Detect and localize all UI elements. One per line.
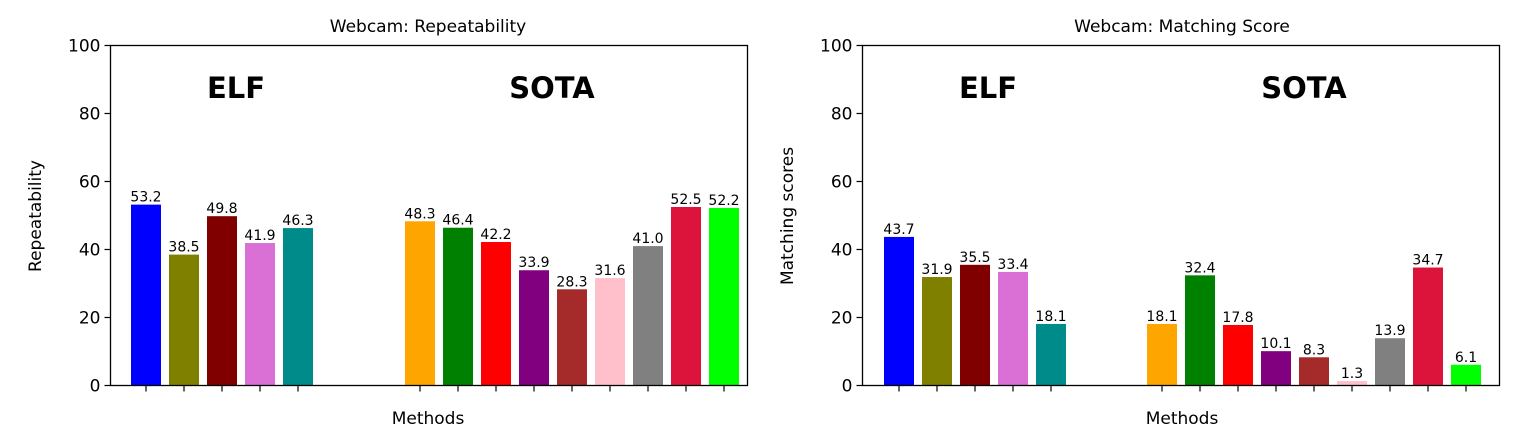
data-label: 52.5 (670, 192, 701, 208)
data-label: 33.4 (997, 257, 1028, 273)
repeatability-chart-panel: Webcam: Repeatability Repeatability Meth… (26, 17, 749, 429)
bar (1185, 275, 1215, 386)
data-label: 52.2 (708, 193, 739, 209)
bar (922, 277, 952, 386)
data-label: 41.9 (244, 228, 275, 244)
data-label: 31.6 (594, 263, 625, 279)
y-ticks: 0 20 40 60 80 100 (68, 37, 111, 397)
bar (633, 246, 663, 386)
chart-title: Webcam: Matching Score (1074, 17, 1290, 37)
data-label: 48.3 (404, 206, 435, 222)
bars (131, 204, 739, 386)
y-tick-label: 0 (842, 377, 853, 397)
data-label: 10.1 (1260, 336, 1291, 352)
data-label: 38.5 (168, 240, 199, 256)
data-label: 33.9 (518, 255, 549, 271)
y-tick-label: 60 (79, 173, 101, 193)
bars (884, 236, 1481, 386)
y-tick-label: 80 (831, 105, 853, 125)
bar (519, 270, 549, 386)
bar (1299, 357, 1329, 386)
bar (1036, 323, 1066, 386)
y-tick-label: 20 (79, 309, 101, 329)
data-label: 18.1 (1035, 309, 1066, 325)
data-label: 31.9 (921, 262, 952, 278)
data-label: 46.4 (442, 213, 473, 229)
bar (1375, 338, 1405, 386)
data-label: 41.0 (632, 231, 663, 247)
value-labels: 53.2 38.5 49.8 41.9 46.3 48.3 46.4 42.2 33.9 28.3… (130, 190, 739, 291)
data-label: 53.2 (130, 190, 161, 206)
x-ticks (898, 385, 1467, 392)
bar (671, 207, 701, 386)
data-label: 34.7 (1412, 253, 1443, 269)
bar (405, 221, 435, 386)
data-label: 6.1 (1455, 350, 1477, 366)
matching-score-chart-panel: Webcam: Matching Score Matching scores M… (778, 17, 1501, 429)
bar (1413, 267, 1443, 386)
y-tick-label: 80 (79, 105, 101, 125)
x-axis-label: Methods (1146, 409, 1219, 429)
data-label: 17.8 (1222, 310, 1253, 326)
bar (207, 216, 237, 386)
data-label: 13.9 (1374, 323, 1405, 339)
plot-frame (861, 44, 1501, 387)
y-tick-label: 20 (831, 309, 853, 329)
y-tick-label: 100 (820, 37, 852, 57)
bar (884, 236, 914, 386)
data-label: 32.4 (1184, 260, 1215, 276)
data-label: 35.5 (959, 250, 990, 266)
bar (1261, 351, 1291, 386)
y-tick-label: 40 (831, 241, 853, 261)
value-labels: 43.7 31.9 35.5 33.4 18.1 18.1 32.4 17.8 10.1 8.3 1… (883, 222, 1477, 382)
bar (557, 289, 587, 386)
y-tick-label: 0 (90, 377, 101, 397)
bar (481, 242, 511, 386)
data-label: 43.7 (883, 222, 914, 238)
data-label: 42.2 (480, 227, 511, 243)
group-label-elf: ELF (207, 71, 265, 105)
x-ticks (145, 385, 725, 392)
bar (1223, 324, 1253, 386)
data-label: 28.3 (556, 274, 587, 290)
bar (1451, 364, 1481, 386)
bar (131, 204, 161, 386)
bar (709, 208, 739, 386)
bar (960, 264, 990, 386)
data-label: 18.1 (1146, 309, 1177, 325)
bar (443, 227, 473, 386)
bar (998, 271, 1028, 386)
y-tick-label: 100 (68, 37, 100, 57)
x-axis-label: Methods (392, 409, 465, 429)
y-tick-label: 60 (831, 173, 853, 193)
group-label-sota: SOTA (509, 71, 595, 105)
bar (283, 228, 313, 386)
group-label-elf: ELF (959, 71, 1017, 105)
bar (595, 278, 625, 386)
group-label-sota: SOTA (1261, 71, 1347, 105)
bar (245, 243, 275, 386)
data-label: 1.3 (1341, 366, 1363, 382)
chart-title: Webcam: Repeatability (330, 17, 526, 37)
y-axis-label: Matching scores (778, 147, 798, 285)
bar (1147, 323, 1177, 386)
y-ticks: 0 20 40 60 80 100 (820, 37, 863, 397)
bar (169, 254, 199, 386)
data-label: 49.8 (206, 201, 237, 217)
data-label: 46.3 (282, 213, 313, 229)
bar (1337, 381, 1367, 386)
y-axis-label: Repeatability (26, 160, 46, 272)
plot-frame (109, 44, 749, 387)
y-tick-label: 40 (79, 241, 101, 261)
data-label: 8.3 (1303, 342, 1325, 358)
